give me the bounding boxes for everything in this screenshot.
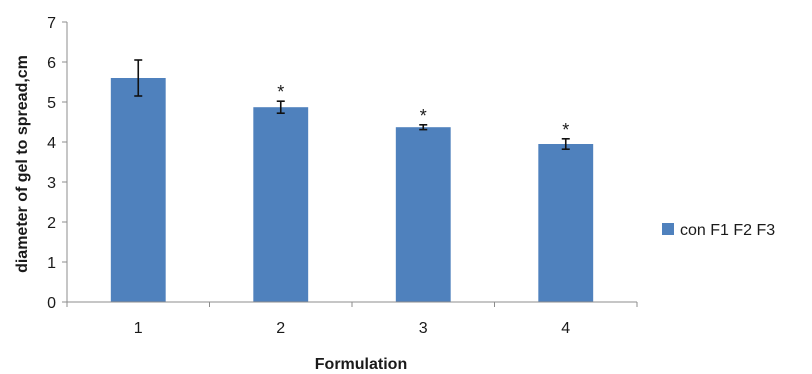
y-tick-label: 5 bbox=[47, 95, 56, 112]
y-tick-label: 6 bbox=[47, 55, 56, 72]
legend-swatch bbox=[662, 223, 674, 235]
y-axis-title: diameter of gel to spread,cm bbox=[14, 55, 31, 273]
y-tick-label: 3 bbox=[47, 175, 56, 192]
bars bbox=[110, 78, 594, 302]
x-tick-label: 1 bbox=[134, 320, 143, 337]
error-bars bbox=[134, 59, 570, 150]
significance-marks: * * * bbox=[277, 82, 569, 140]
y-tick-label: 0 bbox=[47, 295, 56, 312]
error-bar-1 bbox=[134, 59, 143, 97]
y-axis-ticks: 0 1 2 3 4 5 6 7 bbox=[47, 15, 67, 312]
x-axis-ticks: 1 2 3 4 bbox=[66, 302, 638, 337]
error-bar-4 bbox=[561, 138, 570, 150]
legend-label: con F1 F2 F3 bbox=[680, 222, 775, 239]
y-tick-label: 4 bbox=[47, 135, 56, 152]
significance-mark: * bbox=[420, 106, 427, 126]
legend: con F1 F2 F3 bbox=[662, 222, 775, 239]
bar-1 bbox=[110, 78, 166, 302]
y-tick-label: 1 bbox=[47, 255, 56, 272]
error-bar-3 bbox=[419, 124, 428, 131]
bar-2 bbox=[253, 107, 309, 302]
bar-4 bbox=[538, 144, 594, 302]
y-tick-label: 2 bbox=[47, 215, 56, 232]
error-bar-2 bbox=[276, 100, 285, 114]
x-tick-label: 4 bbox=[561, 320, 570, 337]
significance-mark: * bbox=[277, 82, 284, 102]
x-tick-label: 2 bbox=[276, 320, 285, 337]
x-axis-title: Formulation bbox=[315, 356, 407, 373]
significance-mark: * bbox=[562, 120, 569, 140]
y-tick-label: 7 bbox=[47, 15, 56, 32]
x-tick-label: 3 bbox=[419, 320, 428, 337]
bar-3 bbox=[395, 127, 451, 302]
